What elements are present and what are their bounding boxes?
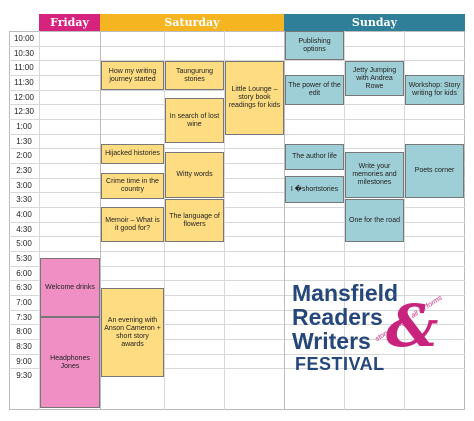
time-label: 10:00 [13,34,35,43]
logo-line-readers: Readers [292,304,383,330]
row-divider [9,353,465,355]
time-label: 11:00 [14,63,34,73]
event-power-of-the-edit[interactable]: The power of the edit [285,75,344,105]
time-label: 12:30 [13,107,35,117]
row-divider [9,192,465,194]
logo-ampersand: & [386,292,439,360]
time-label: 11:30 [14,78,34,87]
time-label: 3:00 [16,180,32,190]
time-label: 1:30 [16,136,32,146]
row-divider [9,177,465,179]
column-divider [164,31,165,410]
time-label: 10:30 [13,48,35,58]
row-divider [9,368,465,370]
schedule-grid [9,31,465,410]
row-divider [9,324,465,326]
column-divider [224,31,225,410]
time-label: 5:00 [16,239,32,249]
event-headphones-jones[interactable]: Headphones Jones [40,317,100,408]
time-label: 9:00 [16,356,32,366]
event-write-your-memories[interactable]: Write your memories and milestones [345,152,404,198]
column-divider [344,31,345,410]
event-author-life[interactable]: The author life [285,144,344,170]
row-divider [9,45,465,47]
event-workshop-story-writing[interactable]: Workshop: Story writing for kids [405,75,464,105]
event-little-lounge[interactable]: Little Lounge – story book readings for … [225,61,284,135]
row-divider [9,339,465,341]
day-header-friday: Friday [39,14,100,31]
row-divider [9,251,465,253]
time-label: 4:30 [16,224,32,234]
row-divider [9,60,465,62]
time-label: 2:30 [16,166,32,176]
event-in-search-of-lost-wine[interactable]: In search of lost wine [165,98,224,143]
event-crime-time[interactable]: Crime time in the country [101,173,164,199]
time-label: 2:00 [16,151,32,161]
row-divider [9,236,465,238]
row-divider [9,148,465,150]
time-label: 1:00 [16,122,32,132]
time-label: 4:00 [16,210,32,220]
logo-line-mansfield: Mansfield [292,280,399,306]
event-welcome-drinks[interactable]: Welcome drinks [40,258,100,317]
event-memoir[interactable]: Memoir – What is it good for? [101,207,164,242]
event-shortstories[interactable]: I �shortstories [285,176,344,203]
column-divider [284,31,285,410]
row-divider [9,221,465,223]
time-label: 6:30 [16,283,32,293]
day-header-saturday: Saturday [100,14,284,31]
row-divider [9,280,465,282]
row-divider [9,295,465,297]
time-label: 8:30 [16,342,32,352]
column-divider [39,31,40,410]
time-label: 7:00 [16,298,32,308]
event-one-for-the-road[interactable]: One for the road [345,199,404,242]
time-label: 9:30 [16,371,32,381]
time-label: 12:00 [13,92,35,102]
event-language-of-flowers[interactable]: The language of flowers [165,199,224,242]
time-label: 8:00 [16,327,32,337]
event-hijacked-histories[interactable]: Hijacked histories [101,144,164,164]
event-how-my-writing-journey[interactable]: How my writing journey started [101,61,164,90]
logo-festival: FESTIVAL [295,354,385,374]
event-evening-with-anson-cameron[interactable]: An evening with Anson Cameron + short st… [101,288,164,377]
event-taungurung-stories[interactable]: Taungurung stories [165,61,224,90]
row-divider [9,265,465,267]
time-label: 3:30 [16,195,32,205]
day-header-sunday: Sunday [284,14,465,31]
row-divider [9,207,465,209]
event-publishing-options[interactable]: Publishing options [285,31,344,60]
time-label: 5:30 [16,254,32,264]
event-poets-corner[interactable]: Poets corner [405,144,464,198]
row-divider [9,163,465,165]
row-divider [9,309,465,311]
column-divider [100,31,101,410]
event-witty-words[interactable]: Witty words [165,152,224,198]
time-label: 6:00 [16,268,32,278]
time-label: 7:30 [16,312,32,322]
column-divider [404,31,405,410]
event-jetty-jumping[interactable]: Jetty Jumping with Andrea Rowe [345,61,404,96]
logo-line-writers: Writers [292,328,371,354]
